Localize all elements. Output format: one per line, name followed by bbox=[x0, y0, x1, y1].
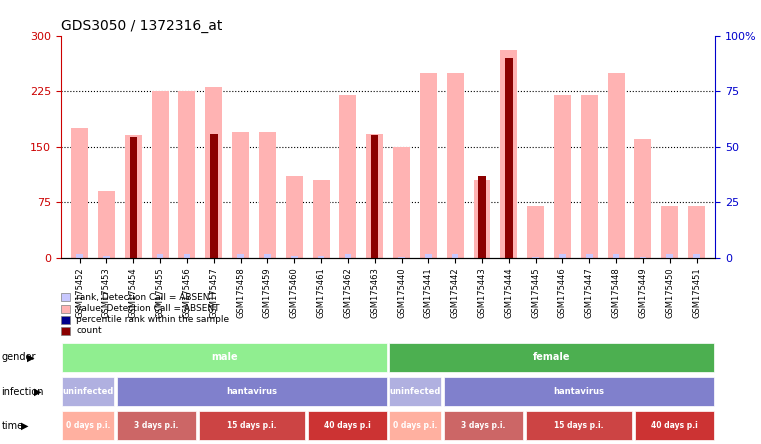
Bar bbox=[581, 95, 597, 258]
FancyBboxPatch shape bbox=[116, 377, 387, 406]
Bar bbox=[72, 128, 88, 258]
Text: 3 days p.i.: 3 days p.i. bbox=[461, 421, 506, 430]
Bar bbox=[554, 95, 571, 258]
FancyBboxPatch shape bbox=[62, 377, 114, 406]
Text: hantavirus: hantavirus bbox=[226, 387, 277, 396]
Bar bbox=[398, 257, 405, 258]
Bar bbox=[586, 254, 593, 258]
FancyBboxPatch shape bbox=[62, 412, 114, 440]
Bar bbox=[393, 147, 410, 258]
Text: hantavirus: hantavirus bbox=[553, 387, 604, 396]
Bar bbox=[425, 254, 431, 258]
FancyBboxPatch shape bbox=[199, 412, 305, 440]
Bar bbox=[479, 257, 486, 258]
Text: infection: infection bbox=[2, 387, 44, 396]
Bar bbox=[291, 256, 298, 258]
Bar bbox=[559, 254, 565, 258]
Bar bbox=[607, 72, 625, 258]
FancyBboxPatch shape bbox=[444, 377, 714, 406]
FancyBboxPatch shape bbox=[390, 343, 714, 372]
Text: percentile rank within the sample: percentile rank within the sample bbox=[76, 315, 229, 324]
Text: 0 days p.i.: 0 days p.i. bbox=[66, 421, 110, 430]
Bar bbox=[103, 256, 110, 258]
Text: 40 days p.i: 40 days p.i bbox=[651, 421, 698, 430]
FancyBboxPatch shape bbox=[390, 412, 441, 440]
Text: ▶: ▶ bbox=[21, 421, 29, 431]
Bar bbox=[478, 176, 486, 258]
Text: 40 days p.i: 40 days p.i bbox=[324, 421, 371, 430]
Bar bbox=[688, 206, 705, 258]
Bar bbox=[661, 206, 678, 258]
Bar bbox=[205, 87, 222, 258]
FancyBboxPatch shape bbox=[635, 412, 714, 440]
Bar bbox=[232, 132, 249, 258]
Bar bbox=[667, 254, 673, 258]
Bar bbox=[473, 180, 490, 258]
Bar bbox=[447, 72, 463, 258]
Bar bbox=[183, 254, 190, 258]
Bar bbox=[452, 254, 458, 258]
Bar bbox=[345, 254, 351, 258]
Bar bbox=[157, 254, 164, 258]
Bar bbox=[125, 135, 142, 258]
Bar bbox=[129, 137, 137, 258]
Bar bbox=[371, 254, 378, 258]
FancyBboxPatch shape bbox=[62, 343, 387, 372]
Bar bbox=[635, 139, 651, 258]
FancyBboxPatch shape bbox=[526, 412, 632, 440]
FancyBboxPatch shape bbox=[116, 412, 196, 440]
Text: value, Detection Call = ABSENT: value, Detection Call = ABSENT bbox=[76, 304, 220, 313]
Bar bbox=[264, 254, 271, 258]
Bar bbox=[505, 58, 513, 258]
Bar bbox=[318, 256, 324, 258]
Text: uninfected: uninfected bbox=[390, 387, 441, 396]
FancyBboxPatch shape bbox=[307, 412, 387, 440]
Bar bbox=[179, 91, 196, 258]
Text: gender: gender bbox=[2, 353, 36, 362]
Bar bbox=[151, 91, 169, 258]
Bar bbox=[313, 180, 330, 258]
FancyBboxPatch shape bbox=[444, 412, 523, 440]
Text: male: male bbox=[212, 353, 237, 362]
Bar bbox=[693, 254, 700, 258]
Bar bbox=[259, 132, 275, 258]
Text: female: female bbox=[533, 353, 571, 362]
Bar bbox=[237, 254, 244, 258]
Text: uninfected: uninfected bbox=[62, 387, 114, 396]
Bar bbox=[211, 254, 217, 258]
Bar bbox=[613, 254, 619, 258]
Text: time: time bbox=[2, 421, 24, 431]
Bar bbox=[210, 134, 218, 258]
Text: count: count bbox=[76, 326, 102, 335]
Bar bbox=[533, 257, 539, 258]
Text: rank, Detection Call = ABSENT: rank, Detection Call = ABSENT bbox=[76, 293, 215, 302]
Text: ▶: ▶ bbox=[27, 353, 35, 362]
Bar bbox=[98, 191, 115, 258]
Text: 15 days p.i.: 15 days p.i. bbox=[554, 421, 603, 430]
Bar bbox=[286, 176, 303, 258]
Bar bbox=[366, 134, 383, 258]
Bar bbox=[505, 254, 512, 258]
Bar bbox=[371, 135, 378, 258]
Bar bbox=[501, 50, 517, 258]
Bar bbox=[76, 254, 83, 258]
Bar bbox=[527, 206, 544, 258]
Bar bbox=[130, 254, 136, 258]
Text: 15 days p.i.: 15 days p.i. bbox=[227, 421, 276, 430]
Text: 0 days p.i.: 0 days p.i. bbox=[393, 421, 438, 430]
Bar bbox=[420, 72, 437, 258]
Text: 3 days p.i.: 3 days p.i. bbox=[134, 421, 179, 430]
Bar bbox=[339, 95, 356, 258]
Text: GDS3050 / 1372316_at: GDS3050 / 1372316_at bbox=[61, 19, 222, 33]
FancyBboxPatch shape bbox=[390, 377, 441, 406]
Text: ▶: ▶ bbox=[33, 387, 41, 396]
Bar bbox=[640, 257, 646, 258]
